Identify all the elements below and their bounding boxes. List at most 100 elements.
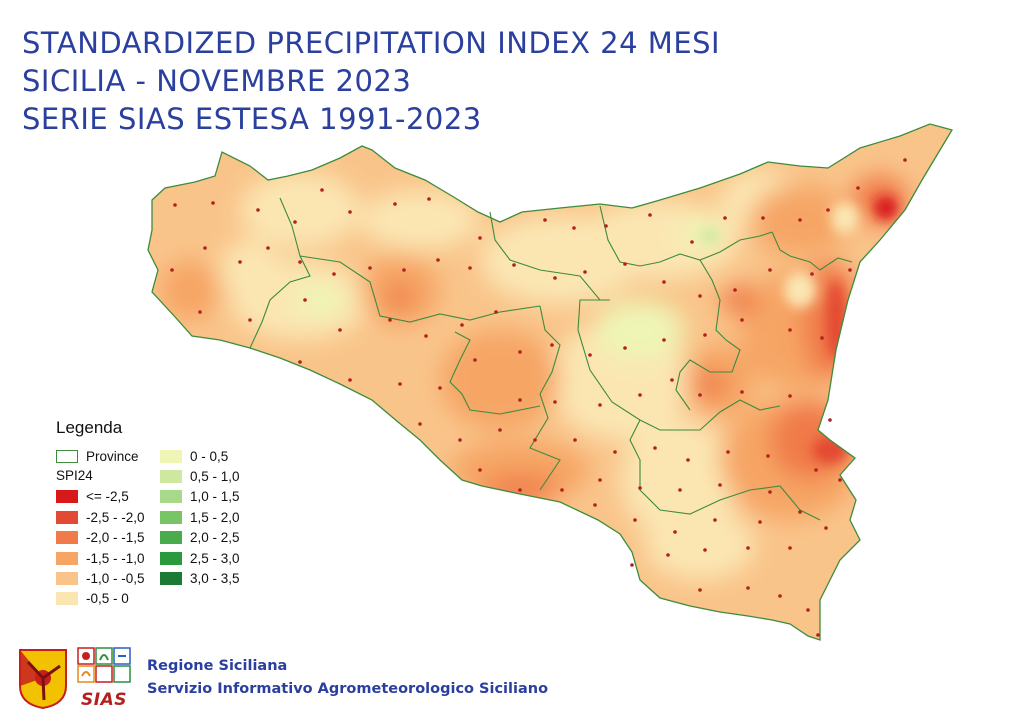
legend-class-entry: 1,0 - 1,5: [160, 487, 264, 507]
station-dot: [662, 280, 666, 284]
station-dot: [648, 213, 652, 217]
station-dot: [713, 518, 717, 522]
station-dot: [768, 490, 772, 494]
station-dot: [746, 546, 750, 550]
station-dot: [494, 310, 498, 314]
station-dot: [572, 226, 576, 230]
station-dot: [498, 428, 502, 432]
station-dot: [170, 268, 174, 272]
class-label: -0,5 - 0: [86, 591, 129, 607]
legend-class-entry: -1,5 - -1,0: [56, 548, 160, 568]
legend-class-entry: <= -2,5: [56, 487, 160, 507]
station-dot: [698, 588, 702, 592]
station-dot: [673, 530, 677, 534]
station-dot: [560, 488, 564, 492]
class-swatch: [56, 592, 78, 606]
station-dot: [758, 520, 762, 524]
station-dot: [583, 270, 587, 274]
station-dot: [332, 272, 336, 276]
class-swatch: [56, 551, 78, 565]
class-swatch: [56, 510, 78, 524]
station-points: [170, 158, 907, 637]
station-dot: [824, 526, 828, 530]
station-dot: [806, 608, 810, 612]
station-dot: [638, 393, 642, 397]
station-dot: [678, 488, 682, 492]
title-line-3: SERIE SIAS ESTESA 1991-2023: [22, 102, 482, 136]
legend-column-negative: Province SPI24 <= -2,5 -2,5 - -2,0 -2,0 - …: [56, 446, 160, 609]
station-dot: [368, 266, 372, 270]
station-dot: [698, 393, 702, 397]
class-label: 1,5 - 2,0: [190, 509, 240, 525]
legend-class-entry: -0,5 - 0: [56, 589, 160, 609]
station-dot: [798, 510, 802, 514]
station-dot: [348, 210, 352, 214]
title-line-1: STANDARDIZED PRECIPITATION INDEX 24 MESI: [22, 26, 721, 60]
station-dot: [478, 236, 482, 240]
station-dot: [266, 246, 270, 250]
spi-label: SPI24: [56, 468, 93, 484]
station-dot: [298, 360, 302, 364]
station-dot: [303, 298, 307, 302]
sias-logo-text: SIAS: [81, 690, 127, 710]
station-dot: [826, 208, 830, 212]
station-dot: [348, 378, 352, 382]
organization-name: Regione Siciliana Servizio Informativo A…: [147, 655, 548, 701]
station-dot: [604, 224, 608, 228]
station-dot: [460, 323, 464, 327]
legend-class-entry: -1,0 - -0,5: [56, 568, 160, 588]
station-dot: [810, 272, 814, 276]
station-dot: [588, 353, 592, 357]
legend-province-entry: Province: [56, 446, 160, 466]
station-dot: [761, 216, 765, 220]
station-dot: [393, 202, 397, 206]
class-label: -2,0 - -1,5: [86, 530, 145, 546]
class-label: 1,0 - 1,5: [190, 489, 240, 505]
legend-class-entry: 2,0 - 2,5: [160, 528, 264, 548]
station-dot: [788, 328, 792, 332]
class-label: <= -2,5: [86, 489, 129, 505]
province-label: Province: [86, 448, 139, 464]
station-dot: [550, 343, 554, 347]
title-line-2: SICILIA - NOVEMBRE 2023: [22, 64, 412, 98]
station-dot: [198, 310, 202, 314]
station-dot: [788, 394, 792, 398]
station-dot: [778, 594, 782, 598]
station-dot: [598, 478, 602, 482]
legend-class-entry: -2,0 - -1,5: [56, 528, 160, 548]
station-dot: [427, 197, 431, 201]
station-dot: [203, 246, 207, 250]
legend-class-entry: 0,5 - 1,0: [160, 466, 264, 486]
station-dot: [828, 418, 832, 422]
legend-column-positive: 0 - 0,5 0,5 - 1,0 1,0 - 1,5 1,5 - 2,0 2,0 - …: [160, 446, 264, 609]
station-dot: [766, 454, 770, 458]
legend-class-entry: 3,0 - 3,5: [160, 568, 264, 588]
station-dot: [638, 486, 642, 490]
station-dot: [768, 268, 772, 272]
station-dot: [298, 260, 302, 264]
station-dot: [788, 546, 792, 550]
station-dot: [388, 318, 392, 322]
station-dot: [623, 262, 627, 266]
map-title: STANDARDIZED PRECIPITATION INDEX 24 MESI…: [22, 24, 720, 138]
station-dot: [458, 438, 462, 442]
regione-siciliana-emblem: [19, 649, 67, 710]
station-dot: [512, 263, 516, 267]
class-label: 2,5 - 3,0: [190, 550, 240, 566]
station-dot: [438, 386, 442, 390]
station-dot: [338, 328, 342, 332]
station-dot: [173, 203, 177, 207]
station-dot: [670, 378, 674, 382]
station-dot: [703, 333, 707, 337]
station-dot: [718, 483, 722, 487]
class-swatch: [56, 490, 78, 504]
station-dot: [573, 438, 577, 442]
station-dot: [518, 398, 522, 402]
map-legend: Legenda Province SPI24 <= -2,5 -2,5 - -2,…: [56, 418, 264, 609]
class-swatch: [160, 470, 182, 484]
station-dot: [593, 503, 597, 507]
province-boundaries: [249, 197, 853, 521]
station-dot: [293, 220, 297, 224]
station-dot: [814, 468, 818, 472]
station-dot: [633, 518, 637, 522]
